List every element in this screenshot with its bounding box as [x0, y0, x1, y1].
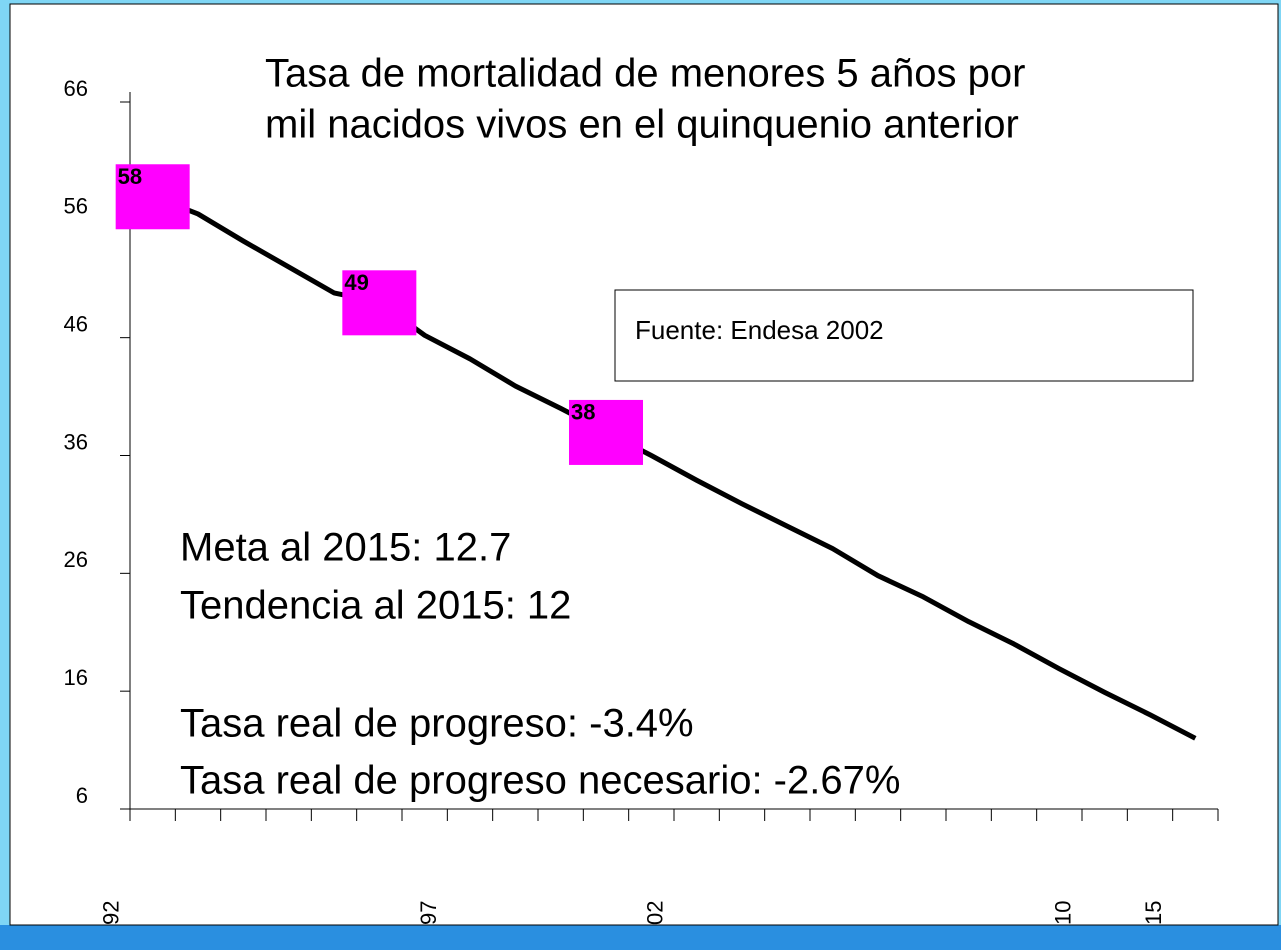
- y-tick-label: 56: [64, 194, 88, 219]
- line: [151, 193, 1197, 741]
- y-tick-label: 36: [64, 429, 88, 454]
- data-label: 58: [118, 164, 142, 189]
- x-tick-label: 97: [416, 901, 441, 925]
- source: Fuente: Endesa 2002: [635, 315, 884, 345]
- y-tick-label: 16: [64, 665, 88, 690]
- data-label: 38: [571, 400, 595, 425]
- x-tick-label: 02: [642, 901, 667, 925]
- x-tick-label: 15: [1141, 901, 1166, 925]
- y-tick-label: 66: [64, 76, 88, 101]
- x-tick-label: 92: [98, 901, 123, 925]
- annotation: Tasa real de progreso necesario: -2.67%: [180, 759, 900, 803]
- y-tick-label: 6: [76, 783, 88, 808]
- annotation: Meta al 2015: 12.7: [180, 526, 511, 570]
- marker: [342, 270, 417, 336]
- chart-title: Tasa de mortalidad de menores 5 años por: [265, 52, 1025, 96]
- annotation: Tasa real de progreso: -3.4%: [180, 702, 694, 746]
- marker: [569, 399, 643, 465]
- chart-title: mil nacidos vivos en el quinquenio anter…: [265, 103, 1019, 147]
- y-tick-label: 46: [64, 311, 88, 336]
- source-box: [614, 289, 1194, 382]
- x-tick-label: 10: [1050, 901, 1075, 925]
- marker: [115, 164, 190, 230]
- y-tick-label: 26: [64, 547, 88, 572]
- plot-background: [9, 3, 1279, 926]
- bottom-band: [0, 925, 1281, 950]
- annotation: Tendencia al 2015: 12: [180, 584, 571, 628]
- data-label: 49: [344, 270, 368, 295]
